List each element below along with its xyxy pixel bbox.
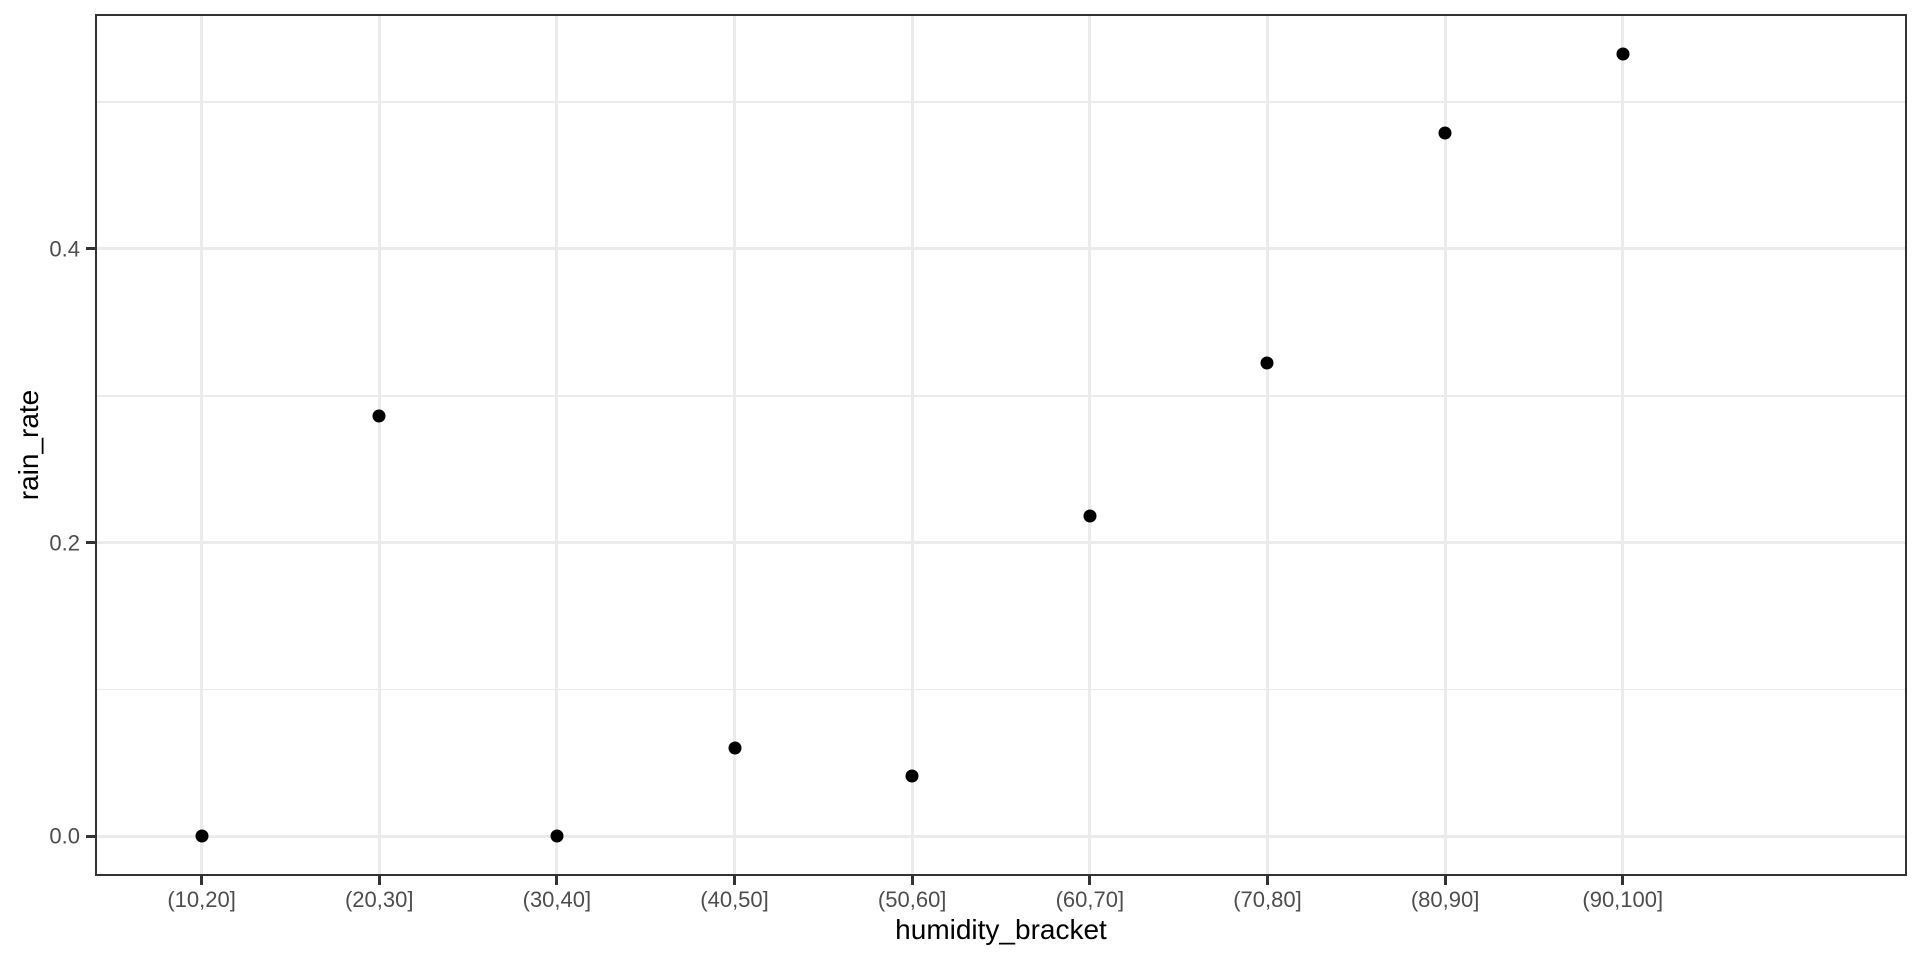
gridline-major-y — [95, 541, 1907, 545]
gridline-major-y — [95, 834, 1907, 838]
y-axis-title: rain_rate — [13, 389, 44, 501]
x-tick-mark — [910, 876, 914, 885]
gridline-major-y — [95, 247, 1907, 251]
gridline-major-x — [733, 14, 737, 876]
x-tick-mark — [733, 876, 737, 885]
x-tick-mark — [555, 876, 559, 885]
x-tick-label: (60,70] — [1055, 887, 1125, 912]
gridline-minor-y — [95, 101, 1907, 103]
gridline-major-x — [200, 14, 204, 876]
x-tick-label: (30,40] — [522, 887, 592, 912]
data-point — [728, 741, 742, 755]
gridline-minor-y — [95, 688, 1907, 691]
x-tick-label: (20,30] — [344, 887, 414, 912]
x-tick-label: (10,20] — [167, 887, 236, 912]
x-tick-mark — [1443, 876, 1447, 885]
y-tick-label: 0.4 — [49, 236, 80, 262]
y-tick-mark — [86, 541, 95, 545]
y-tick-label: 0.0 — [49, 823, 80, 849]
x-tick-mark — [377, 876, 381, 885]
data-point — [1616, 47, 1630, 61]
gridline-major-x — [1443, 14, 1447, 876]
x-tick-mark — [1088, 876, 1092, 885]
x-tick-label: (40,50] — [700, 887, 769, 912]
gridline-minor-y — [95, 395, 1907, 397]
gridline-major-x — [1088, 14, 1092, 876]
data-point — [550, 829, 564, 843]
gridline-major-x — [555, 14, 559, 876]
x-tick-label: (80,90] — [1410, 887, 1480, 912]
gridline-major-x — [377, 14, 381, 876]
data-point — [372, 409, 386, 423]
data-point — [1438, 126, 1452, 140]
y-tick-mark — [86, 834, 95, 838]
x-tick-label: (50,60] — [877, 887, 947, 912]
gridline-major-x — [1265, 14, 1269, 876]
data-point — [1083, 509, 1097, 523]
gridline-major-x — [910, 14, 914, 876]
x-tick-label: (70,80] — [1233, 887, 1302, 912]
y-tick-label: 0.2 — [49, 530, 80, 556]
plot-panel — [95, 14, 1907, 876]
data-point — [905, 769, 919, 783]
gridline-major-x — [1621, 14, 1625, 876]
data-point — [1260, 356, 1274, 370]
x-axis-title: humidity_bracket — [895, 914, 1107, 945]
data-point — [195, 829, 209, 843]
x-tick-mark — [200, 876, 204, 885]
y-tick-mark — [86, 247, 95, 251]
x-tick-mark — [1621, 876, 1625, 885]
x-tick-mark — [1265, 876, 1269, 885]
x-tick-label: (90,100] — [1582, 887, 1664, 912]
